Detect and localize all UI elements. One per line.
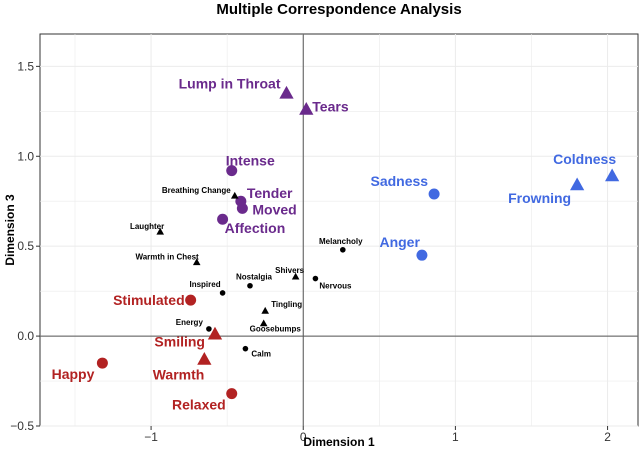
label-tingling: Tingling [271, 300, 302, 309]
point-goosebumps [259, 319, 268, 327]
label-nervous: Nervous [319, 282, 352, 291]
label-affection: Affection [225, 220, 286, 236]
label-warmth: Warmth [153, 366, 205, 382]
plot-panel [39, 33, 639, 427]
y-axis-title: Dimension 3 [3, 194, 17, 266]
label-sadness: Sadness [371, 173, 429, 189]
point-warmth [197, 351, 212, 365]
point-stimulated [185, 294, 197, 306]
y-tick-label: 1.0 [17, 149, 34, 163]
label-moved: Moved [252, 201, 296, 217]
label-laughter: Laughter [130, 222, 164, 231]
point-intense [226, 165, 238, 177]
point-nostalgia [247, 282, 253, 289]
point-sadness [428, 188, 440, 200]
point-happy [96, 357, 108, 369]
point-melancholy [340, 246, 346, 253]
y-tick-label: −0.5 [10, 419, 34, 433]
point-anger [416, 249, 428, 261]
x-tick-label: −1 [144, 430, 158, 444]
point-smiling [207, 326, 223, 340]
point-frowning [570, 177, 585, 191]
x-axis-title: Dimension 1 [303, 435, 375, 449]
label-warmth-in-chest: Warmth in Chest [135, 252, 199, 261]
point-affection [217, 213, 229, 225]
reference-lines [40, 34, 638, 426]
label-tender: Tender [247, 185, 293, 201]
label-breathing-change: Breathing Change [162, 186, 231, 195]
label-melancholy: Melancholy [319, 237, 363, 246]
point-breathing-change [230, 191, 239, 199]
x-tick-label: 2 [604, 430, 611, 444]
label-stimulated: Stimulated [113, 292, 185, 308]
label-energy: Energy [176, 318, 204, 327]
label-inspired: Inspired [189, 280, 220, 289]
axis-ticks: −1 0 1 2 −0.5 0.0 0.5 1.0 1.5 [10, 59, 611, 444]
data-points [96, 85, 620, 400]
x-tick-label: 1 [452, 430, 459, 444]
label-relaxed: Relaxed [172, 397, 226, 413]
chart-title: Multiple Correspondence Analysis [216, 1, 461, 18]
point-relaxed [226, 388, 238, 400]
y-tick-label: 0.5 [17, 239, 34, 253]
y-tick-label: 0.0 [17, 329, 34, 343]
grid-lines [40, 34, 638, 427]
label-lump-in-throat: Lump in Throat [179, 75, 281, 91]
point-tears [299, 102, 314, 115]
point-warmth-in-chest [192, 258, 201, 266]
label-anger: Anger [379, 234, 420, 250]
point-calm [242, 345, 249, 352]
label-happy: Happy [52, 366, 95, 382]
label-goosebumps: Goosebumps [250, 325, 302, 334]
point-shivers [291, 272, 300, 280]
y-tick-label: 1.5 [17, 59, 34, 73]
point-inspired [219, 290, 226, 296]
point-laughter [156, 227, 165, 235]
point-tingling [261, 306, 270, 314]
label-frowning: Frowning [508, 190, 571, 206]
point-energy [206, 326, 212, 332]
label-smiling: Smiling [154, 333, 205, 349]
label-nostalgia: Nostalgia [236, 273, 273, 282]
point-coldness [605, 168, 620, 182]
x-tick-label: 0 [300, 430, 307, 444]
label-shivers: Shivers [275, 266, 304, 275]
point-lump-in-throat [279, 85, 294, 99]
label-tears: Tears [312, 99, 349, 115]
label-calm: Calm [251, 350, 271, 359]
point-nervous [312, 275, 319, 282]
label-coldness: Coldness [553, 151, 616, 167]
label-intense: Intense [226, 153, 275, 169]
point-moved [236, 202, 248, 214]
